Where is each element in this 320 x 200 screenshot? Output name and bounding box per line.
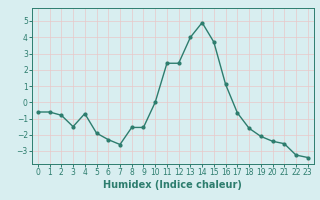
X-axis label: Humidex (Indice chaleur): Humidex (Indice chaleur) xyxy=(103,180,242,190)
